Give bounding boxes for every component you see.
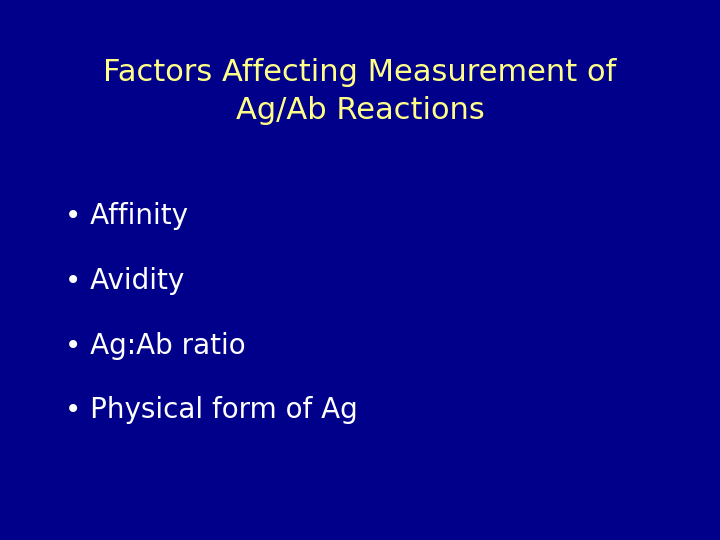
Text: • Avidity: • Avidity — [65, 267, 184, 295]
Text: • Ag:Ab ratio: • Ag:Ab ratio — [65, 332, 246, 360]
Text: Factors Affecting Measurement of
Ag/Ab Reactions: Factors Affecting Measurement of Ag/Ab R… — [104, 58, 616, 125]
Text: • Physical form of Ag: • Physical form of Ag — [65, 396, 358, 424]
Text: • Affinity: • Affinity — [65, 202, 188, 230]
